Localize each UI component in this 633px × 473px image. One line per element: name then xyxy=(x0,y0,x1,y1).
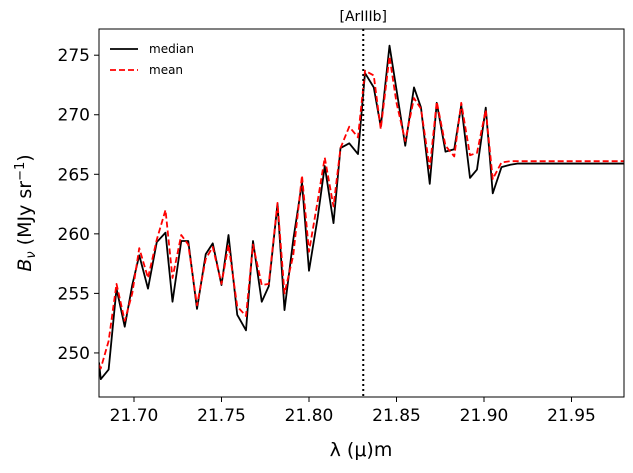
x-axis: 21.70 21.75 21.80 21.85 21.90 21.95 xyxy=(110,397,596,426)
x-tick-label: 21.75 xyxy=(197,406,246,426)
y-tick-label: 270 xyxy=(58,106,90,126)
y-axis-label: Bν (MJy sr−1) xyxy=(13,154,39,271)
x-tick-label: 21.70 xyxy=(110,406,159,426)
x-axis-label: λ (μ)m xyxy=(330,439,393,461)
legend: median mean xyxy=(110,42,194,77)
y-axis: 250 255 260 265 270 275 xyxy=(58,46,99,364)
series-layer xyxy=(99,44,624,381)
legend-label-median: median xyxy=(149,42,194,56)
legend-label-mean: mean xyxy=(149,63,183,77)
annotation-label: [ArIIIb] xyxy=(339,9,387,25)
x-tick-label: 21.95 xyxy=(547,406,596,426)
plot-frame xyxy=(98,28,625,398)
y-tick-label: 260 xyxy=(58,225,90,245)
series-median-line xyxy=(99,44,624,381)
annotation-layer: [ArIIIb] xyxy=(339,9,387,397)
y-tick-label: 265 xyxy=(58,165,90,185)
y-tick-label: 275 xyxy=(58,46,90,66)
x-tick-label: 21.80 xyxy=(285,406,334,426)
x-tick-label: 21.85 xyxy=(372,406,421,426)
y-tick-label: 255 xyxy=(58,284,90,304)
series-mean-line xyxy=(99,55,624,370)
x-tick-label: 21.90 xyxy=(460,406,509,426)
y-tick-label: 250 xyxy=(58,344,90,364)
